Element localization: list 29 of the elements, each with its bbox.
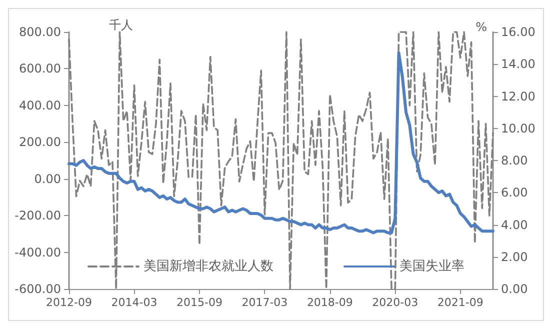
y2-tick-label: 12.00 xyxy=(501,89,536,104)
y2-tick-label: 10.00 xyxy=(501,121,536,136)
y-tick-label: 200.00 xyxy=(19,135,61,150)
annotation: % xyxy=(476,20,488,34)
x-tick-label: 2020-03 xyxy=(372,296,418,309)
x-tick-label: 2015-09 xyxy=(176,296,222,309)
y2-tick-label: 8.00 xyxy=(501,154,528,168)
y2-tick-label: 6.00 xyxy=(501,186,528,200)
text: 千人 xyxy=(109,18,133,32)
x-tick-label: 2017-03 xyxy=(242,296,288,309)
y-tick-label: -400.00 xyxy=(14,245,61,260)
legend-label: 美国新增非农就业人数 xyxy=(144,258,274,274)
y-tick-label: -600.00 xyxy=(14,282,61,296)
y-tick-label: 0.00 xyxy=(34,172,61,186)
y-tick-label: 800.00 xyxy=(19,25,61,39)
y2-tick-label: 16.00 xyxy=(501,25,536,39)
x-tick-label: 2014-03 xyxy=(111,296,158,309)
y2-tick-label: 0.00 xyxy=(501,282,528,296)
y-tick-label: -200.00 xyxy=(14,208,61,223)
line-series xyxy=(68,51,494,234)
y2-tick-label: 4.00 xyxy=(501,218,528,232)
y-tick-label: 400.00 xyxy=(19,98,61,112)
x-tick-label: 2012-09 xyxy=(46,296,92,309)
legend-label: 美国失业率 xyxy=(400,258,464,274)
y-tick-label: 600.00 xyxy=(19,62,61,76)
y2-tick-label: 2.00 xyxy=(501,250,528,264)
x-tick-label: 2018-09 xyxy=(306,296,353,309)
x-tick-label: 2021-09 xyxy=(437,296,484,309)
y2-tick-label: 14.00 xyxy=(501,57,536,72)
